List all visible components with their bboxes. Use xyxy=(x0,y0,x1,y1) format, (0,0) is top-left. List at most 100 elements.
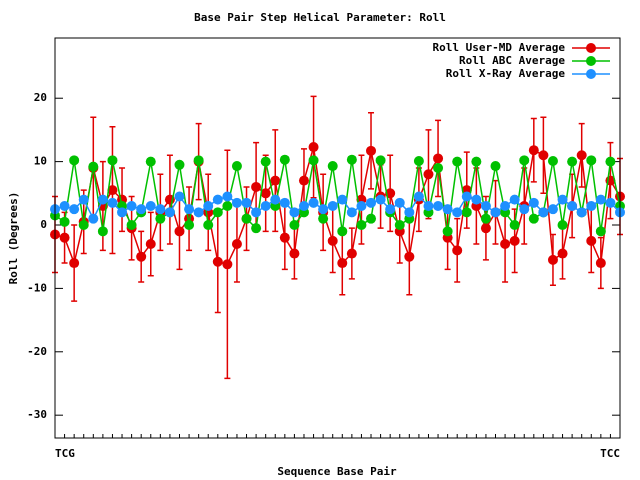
data-point xyxy=(251,223,262,234)
data-point xyxy=(404,207,415,218)
data-point xyxy=(107,155,118,166)
legend-marker xyxy=(586,43,596,53)
data-point xyxy=(222,200,233,211)
data-point xyxy=(528,197,539,208)
data-point xyxy=(480,223,491,234)
data-point xyxy=(231,197,242,208)
data-point xyxy=(375,194,386,205)
data-point xyxy=(97,194,108,205)
data-point xyxy=(586,235,597,246)
data-point xyxy=(289,220,300,231)
data-point xyxy=(78,194,89,205)
data-point xyxy=(576,207,587,218)
data-point xyxy=(490,207,501,218)
legend-marker xyxy=(586,69,596,79)
data-point xyxy=(509,194,520,205)
data-point xyxy=(442,226,453,237)
data-point xyxy=(88,161,99,172)
data-point xyxy=(327,235,338,246)
data-point xyxy=(461,207,472,218)
data-point xyxy=(433,162,444,173)
data-point xyxy=(203,220,214,231)
y-tick-label: -20 xyxy=(27,345,47,358)
data-point xyxy=(107,197,118,208)
data-point xyxy=(59,200,70,211)
data-point xyxy=(595,194,606,205)
data-point xyxy=(155,213,166,224)
data-point xyxy=(375,155,386,166)
y-tick-label: -10 xyxy=(27,281,47,294)
data-point xyxy=(231,239,242,250)
data-point xyxy=(251,207,262,218)
data-point xyxy=(222,259,233,270)
data-point xyxy=(567,156,578,167)
data-point xyxy=(145,156,156,167)
data-point xyxy=(547,155,558,166)
data-point xyxy=(538,207,549,218)
y-tick-label: 0 xyxy=(40,218,47,231)
data-point xyxy=(337,194,348,205)
data-point xyxy=(423,200,434,211)
data-point xyxy=(69,155,80,166)
data-point xyxy=(557,194,568,205)
data-point xyxy=(279,232,290,243)
data-point xyxy=(222,191,233,202)
data-point xyxy=(174,159,185,170)
data-point xyxy=(404,251,415,262)
y-tick-label: 20 xyxy=(34,91,47,104)
data-point xyxy=(184,220,195,231)
data-point xyxy=(203,200,214,211)
data-point xyxy=(500,239,511,250)
data-point xyxy=(327,200,338,211)
data-point xyxy=(337,226,348,237)
data-point xyxy=(231,161,242,172)
data-point xyxy=(595,258,606,269)
data-point xyxy=(423,169,434,180)
x-tick-label: TCG xyxy=(55,447,75,460)
data-point xyxy=(528,213,539,224)
data-point xyxy=(327,161,338,172)
data-point xyxy=(471,194,482,205)
data-point xyxy=(557,248,568,259)
data-point xyxy=(385,204,396,215)
chart-title: Base Pair Step Helical Parameter: Roll xyxy=(194,11,446,24)
data-point xyxy=(174,226,185,237)
data-point xyxy=(490,161,501,172)
data-point xyxy=(442,204,453,215)
plot-frame xyxy=(54,37,621,439)
data-point xyxy=(346,207,357,218)
data-point xyxy=(155,204,166,215)
y-tick-label: -30 xyxy=(27,408,47,421)
data-point xyxy=(59,216,70,227)
data-point xyxy=(97,226,108,237)
data-point xyxy=(452,156,463,167)
data-point xyxy=(107,185,118,196)
data-point xyxy=(500,200,511,211)
data-point xyxy=(318,213,329,224)
x-tick-label: TCC xyxy=(600,447,620,460)
data-point xyxy=(298,200,309,211)
data-point xyxy=(509,220,520,231)
data-point xyxy=(212,194,223,205)
data-point xyxy=(461,191,472,202)
data-point xyxy=(241,213,252,224)
data-point xyxy=(480,213,491,224)
data-point xyxy=(126,220,137,231)
data-point xyxy=(519,204,530,215)
data-point xyxy=(136,251,147,262)
x-axis-label: Sequence Base Pair xyxy=(277,465,397,478)
data-point xyxy=(586,200,597,211)
data-point xyxy=(452,207,463,218)
data-point xyxy=(260,156,271,167)
y-tick-label: 10 xyxy=(34,155,47,168)
data-point xyxy=(366,145,377,156)
data-point xyxy=(136,204,147,215)
data-point xyxy=(308,142,319,153)
data-point xyxy=(78,220,89,231)
data-point xyxy=(337,258,348,269)
data-point xyxy=(586,155,597,166)
data-point xyxy=(433,153,444,164)
data-point xyxy=(538,150,549,161)
